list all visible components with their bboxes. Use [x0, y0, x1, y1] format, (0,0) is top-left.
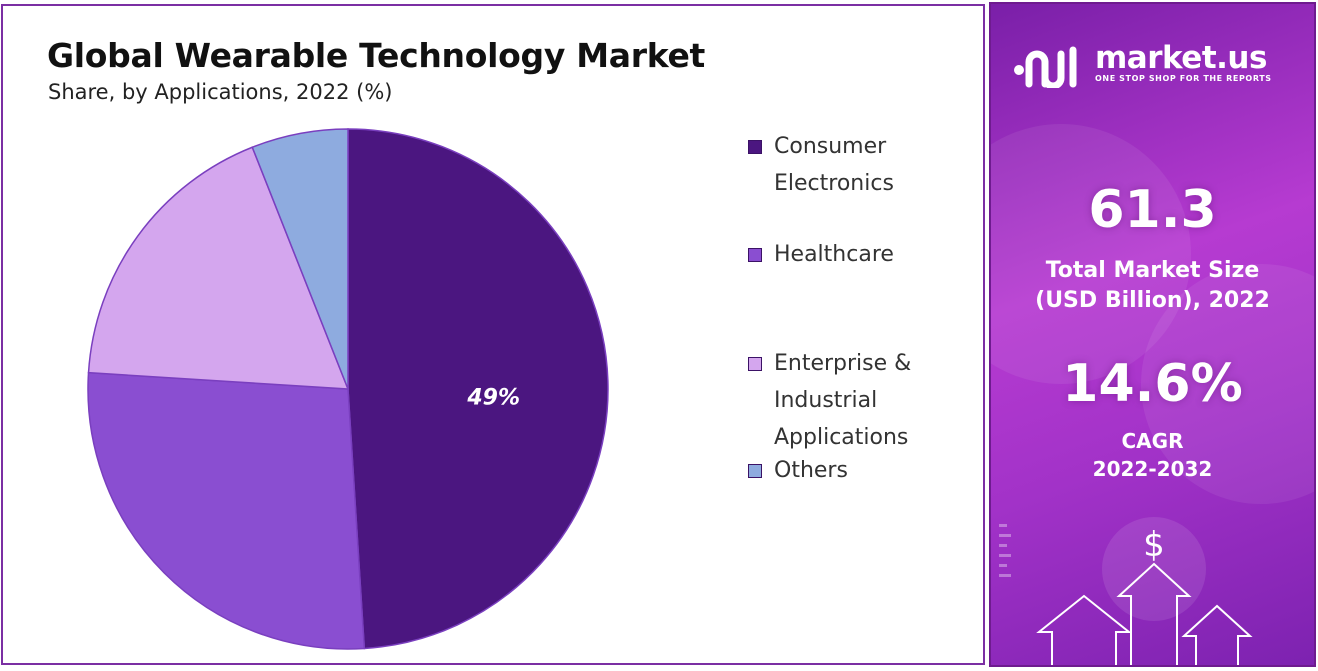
- market-size-label: Total Market Size: [1045, 258, 1260, 283]
- logo-mark-icon: [1014, 46, 1077, 88]
- pie-slice-healthcare: [87, 371, 366, 650]
- pie-chart: 49%: [87, 128, 609, 650]
- market-size-value: 61.3: [1088, 180, 1217, 240]
- legend-label-line: Healthcare: [774, 242, 894, 267]
- legend-swatch: [748, 357, 762, 371]
- legend-label: Others: [774, 452, 848, 489]
- cagr-value: 14.6%: [1062, 354, 1243, 414]
- legend-swatch: [748, 140, 762, 154]
- legend-label: Enterprise & Industrial Applications: [774, 345, 911, 456]
- legend-label-line: Electronics: [774, 171, 894, 196]
- chart-title: Global Wearable Technology Market: [47, 36, 706, 75]
- cagr-period: 2022-2032: [1092, 457, 1213, 481]
- legend-label-line: Applications: [774, 425, 909, 450]
- pie-slice-others: [251, 128, 349, 390]
- background-circle: [991, 124, 1191, 384]
- arrow-up-icon: [1036, 562, 1253, 665]
- pie-slice-consumer-electronics: [347, 128, 609, 650]
- brand-tagline: ONE STOP SHOP FOR THE REPORTS: [1095, 74, 1272, 83]
- chart-subtitle: Share, by Applications, 2022 (%): [48, 80, 393, 104]
- growth-decoration: $: [999, 517, 1253, 665]
- dollar-icon: $: [1143, 525, 1165, 565]
- report-dots-decoration: [999, 524, 1011, 577]
- pie-data-label: 49%: [466, 385, 520, 410]
- cagr-label: CAGR: [1121, 429, 1184, 453]
- stats-panel: market.us ONE STOP SHOP FOR THE REPORTS …: [989, 2, 1316, 667]
- legend-label: Healthcare: [774, 236, 894, 273]
- legend-swatch: [748, 248, 762, 262]
- brand-logo: market.us ONE STOP SHOP FOR THE REPORTS: [1013, 40, 1303, 94]
- chart-panel: Global Wearable Technology Market Share,…: [1, 4, 985, 665]
- legend-label-line: Consumer: [774, 134, 887, 159]
- brand-name: market.us: [1095, 40, 1267, 76]
- legend-label: Consumer Electronics: [774, 128, 894, 202]
- legend-label-line: Industrial: [774, 388, 878, 413]
- market-size-label-unit: (USD Billion), 2022: [1035, 288, 1270, 313]
- legend-label-line: Enterprise &: [774, 351, 912, 376]
- legend-swatch: [748, 464, 762, 478]
- legend-label-line: Others: [774, 458, 848, 483]
- pie-slice-enterprise-industrial-applications: [87, 146, 350, 390]
